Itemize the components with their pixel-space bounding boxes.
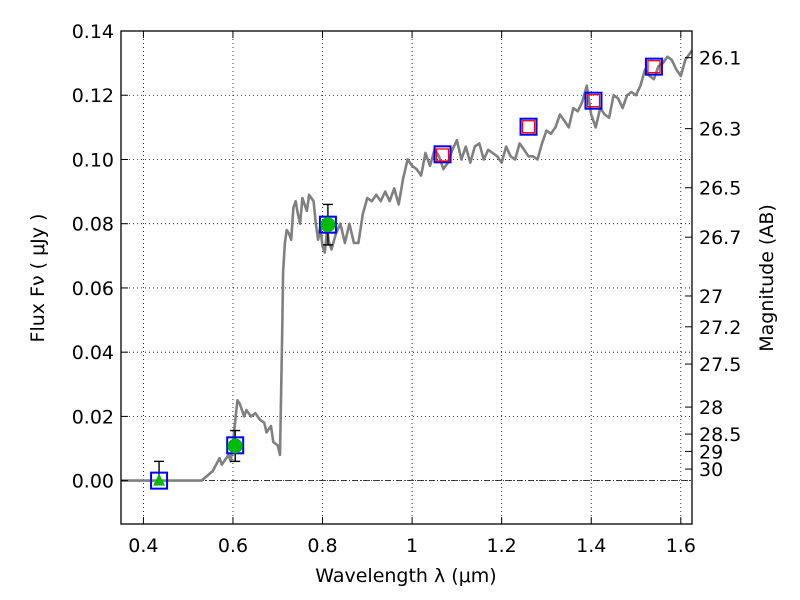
- model-photometry-square: [519, 117, 538, 136]
- x-tick-label: 0.8: [307, 535, 337, 557]
- model-photometry-square: [644, 57, 663, 76]
- upper-limit-triangle: [153, 473, 166, 486]
- x-tick-label: 1.2: [487, 535, 517, 557]
- right-tick-label: 27: [699, 286, 723, 308]
- right-tick-label: 26.7: [699, 227, 741, 249]
- x-tick-label: 0.4: [128, 535, 158, 557]
- right-tick-label: 29: [699, 441, 723, 463]
- upper-limit-square: [435, 148, 450, 162]
- x-tick-label: 0.6: [218, 535, 248, 557]
- axis-ticks: 0.4 0.6 0.8 1 1.2 1.4 1.6 0.00 0.02 0.04 0.06 0.08 0…: [72, 21, 742, 557]
- right-tick-label: 28: [699, 397, 723, 419]
- model-photometry-square: [433, 145, 452, 164]
- upper-limit-square: [586, 94, 601, 108]
- x-tick-label: 1.6: [666, 535, 696, 557]
- y-axis-label: Flux Fν ( μJy ): [27, 214, 49, 343]
- right-tick-label: 26.5: [699, 178, 741, 200]
- y-tick-label: 0.00: [72, 471, 114, 493]
- model-photometry-square: [150, 471, 169, 490]
- right-tick-label: 26.1: [699, 48, 741, 70]
- x-tick-label: 1: [406, 535, 418, 557]
- upper-limit-square: [521, 120, 536, 134]
- detection-point: [227, 438, 243, 454]
- y-tick-label: 0.08: [72, 214, 114, 236]
- x-tick-label: 1.4: [576, 535, 606, 557]
- upper-limit-square: [647, 60, 661, 74]
- plot-data: [121, 49, 694, 490]
- model-sed-line: [121, 49, 694, 482]
- y-tick-label: 0.12: [72, 85, 114, 107]
- y-tick-label: 0.10: [72, 149, 114, 171]
- x-axis-label: Wavelength λ (μm): [315, 565, 496, 587]
- y-tick-label: 0.06: [72, 278, 114, 300]
- right-tick-label: 27.5: [699, 354, 741, 376]
- y-tick-label: 0.04: [72, 342, 114, 364]
- right-tick-label: 26.3: [699, 119, 741, 141]
- right-y-axis-label: Magnitude (AB): [756, 204, 778, 352]
- grid-lines: [121, 30, 692, 524]
- plot-frame: [120, 30, 693, 525]
- model-photometry-square: [318, 215, 337, 234]
- y-tick-label: 0.02: [72, 406, 114, 428]
- right-tick-label: 30: [699, 459, 723, 481]
- y-tick-label: 0.14: [72, 21, 114, 43]
- right-tick-label: 27.2: [699, 317, 741, 339]
- right-tick-label: 28.5: [699, 424, 741, 446]
- model-photometry-square: [584, 91, 603, 110]
- detection-point: [320, 217, 336, 233]
